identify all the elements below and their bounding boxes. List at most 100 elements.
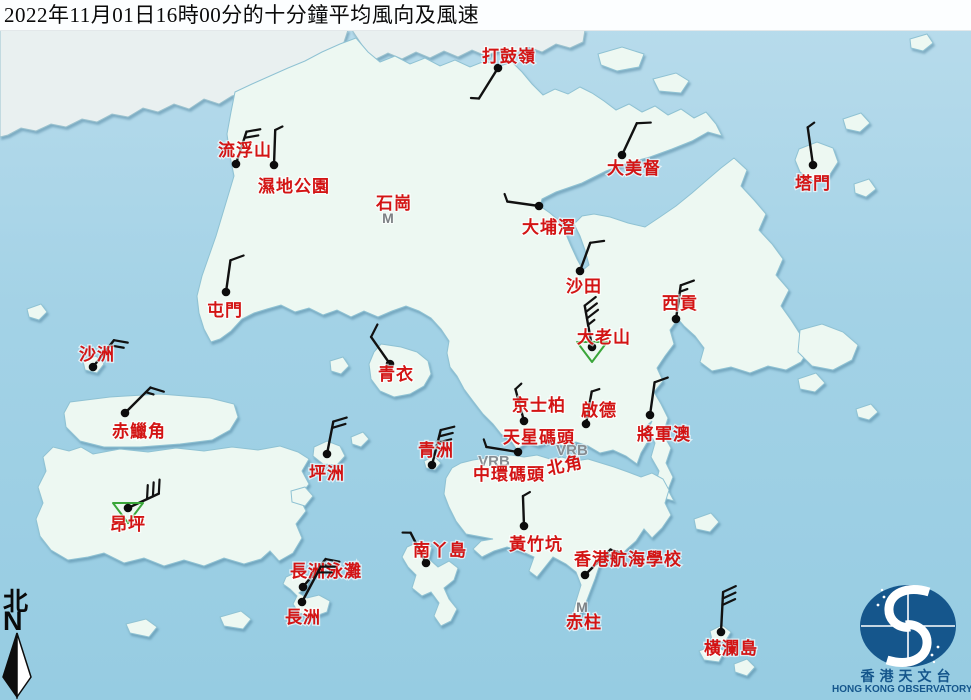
station-name-label: 大埔滘 [522, 217, 576, 237]
station-name-label: 赤柱 [566, 612, 602, 632]
station-star-ferry-pier: 天星碼頭 [482, 427, 575, 457]
station-dot [385, 359, 395, 369]
station-ta-kwu-ling: 打鼓嶺 [469, 45, 536, 100]
station-hk-sea-school: 香港航海學校 [573, 548, 682, 580]
wind-barb-feather [144, 391, 155, 396]
station-lau-fau-shan: 流浮山 [217, 128, 272, 169]
station-tsing-yi: 青衣 [369, 323, 414, 385]
wind-barb-shaft [514, 387, 526, 423]
wind-barb-feather [229, 254, 245, 262]
station-name-label: 屯門 [207, 300, 243, 320]
wind-barb-feather [439, 425, 456, 432]
landmass-shenzhen-east [351, 29, 586, 61]
station-waglan-island: 橫瀾島 [703, 585, 758, 659]
wind-barb-feather [112, 339, 129, 344]
station-name-label: 石崗 [375, 194, 412, 213]
station-name-label: 橫瀾島 [704, 638, 758, 658]
wind-barb-feather [274, 125, 284, 132]
wind-barb-feather [721, 598, 737, 607]
landmass-high-island [797, 323, 859, 371]
station-shek-kong: M石崗 [374, 193, 413, 227]
station-dot [297, 597, 307, 607]
station-tseung-kwan-o: 將軍澳 [636, 376, 691, 445]
station-tai-po-kau: 大埔滘 [503, 192, 576, 238]
wind-barb-feather [806, 121, 816, 129]
station-dot [513, 447, 523, 457]
wind-barb-feather [583, 295, 597, 307]
station-green-island: 青洲 [417, 425, 456, 470]
island-tap-mun [794, 141, 839, 182]
station-cheung-chau-beach: 長洲泳灘 [289, 557, 362, 592]
station-dot [671, 314, 681, 324]
wind-barb-feather [721, 591, 737, 600]
landmass-new-territories [196, 37, 811, 502]
wind-barb-feather [584, 302, 598, 314]
missing-data-label: M [382, 210, 394, 226]
island-lung-kwu-chau [26, 303, 48, 321]
station-dot [298, 582, 308, 592]
wind-barb-feather [585, 308, 600, 320]
island-se-2 [855, 403, 879, 421]
island-ne-1 [842, 112, 871, 133]
logo-swirl-bottom [885, 620, 932, 667]
station-name-label: 赤鱲角 [112, 421, 166, 441]
wind-barb-shaft [485, 445, 520, 454]
station-dot [617, 150, 627, 160]
wind-barb-feather [679, 279, 695, 287]
wind-barb-feather [503, 192, 509, 203]
title-bar: 2022年11月01日16時00分的十分鐘平均風向及風速 [0, 0, 971, 31]
landmass-airport [63, 393, 239, 448]
station-dot [427, 460, 437, 470]
wind-barb-feather [721, 585, 737, 594]
station-name-label: 啟德 [581, 400, 617, 420]
station-ngong-ping: 昂坪 [109, 478, 161, 535]
station-name-label: 大美督 [607, 158, 661, 178]
station-tap-mun: 塔門 [794, 121, 831, 194]
wind-barb-shaft [620, 122, 638, 157]
station-dot [221, 287, 231, 297]
landmass-hk-island [443, 454, 672, 617]
island-ping-chau [909, 33, 934, 52]
island-hei-ling-chau [290, 486, 314, 507]
wind-barb-feather [149, 386, 165, 393]
wind-barb-feather [589, 239, 606, 244]
station-name-label: 青衣 [378, 364, 414, 384]
station-name-label: 香港航海學校 [574, 549, 682, 569]
island-ma-wan [329, 356, 350, 375]
station-dot [645, 410, 655, 420]
wind-barb-feather [369, 323, 379, 339]
hko-logo [860, 585, 956, 667]
station-chek-lap-kok: 赤鱲角 [111, 386, 166, 442]
wind-barb-feather [590, 387, 601, 393]
station-name-label: 西貢 [662, 294, 698, 313]
station-kai-tak: 啟德 [580, 387, 617, 429]
island-soko [125, 618, 158, 638]
station-tuen-mun: 屯門 [206, 254, 245, 321]
station-name-label: 黃竹坑 [508, 534, 563, 554]
station-wong-chuk-hang: 黃竹坑 [507, 490, 563, 555]
island-po-toi [698, 644, 726, 663]
station-name-label: 塔門 [795, 173, 831, 193]
wind-barb-feather [469, 96, 481, 100]
station-name-label: 沙洲 [79, 345, 115, 364]
green-triangle-marker [112, 502, 144, 524]
station-sha-tin: 沙田 [565, 239, 606, 297]
wind-barb-shaft [584, 390, 593, 426]
wind-barb-feather [157, 478, 161, 495]
station-dot [88, 362, 98, 372]
station-dot [534, 201, 544, 211]
station-name-label: 流浮山 [218, 140, 272, 160]
station-kings-park: 京士柏 [511, 382, 566, 426]
wind-barb-shaft [578, 241, 592, 273]
island-mirs-2 [652, 72, 690, 94]
wind-barb-feather [604, 553, 615, 558]
station-name-label: 將軍澳 [637, 424, 691, 444]
station-name-label: 昂坪 [110, 515, 146, 534]
station-dot [123, 503, 133, 513]
station-stanley: M赤柱 [565, 598, 603, 633]
compass-label-zh: 北 [3, 589, 29, 616]
logo-halftone-dots [876, 588, 940, 664]
station-dot [231, 159, 241, 169]
